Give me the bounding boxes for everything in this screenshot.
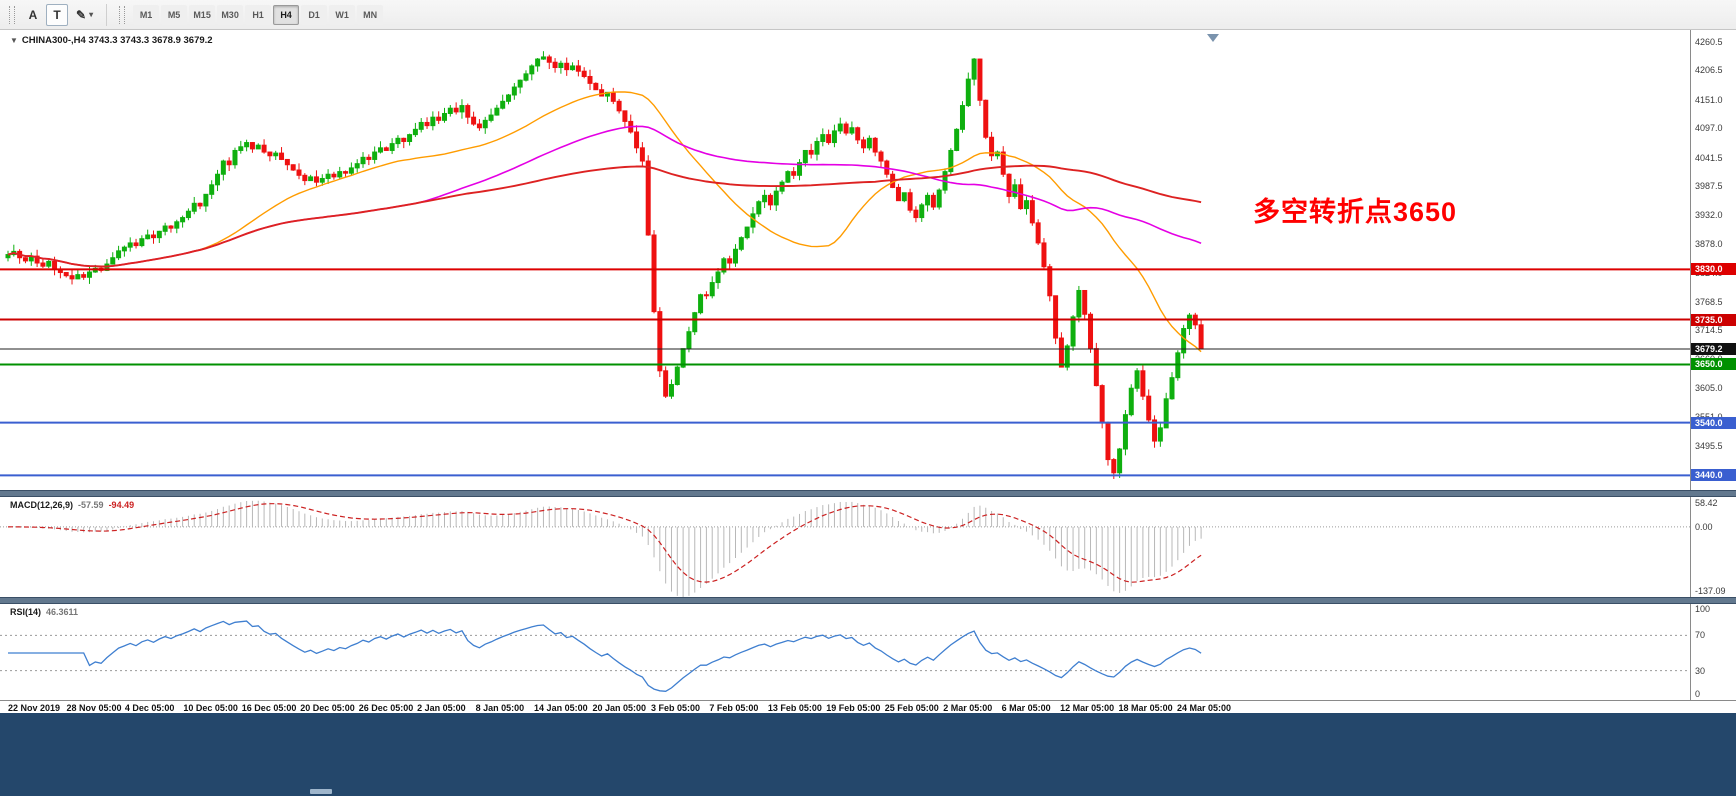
axis-tick-label: 4151.0	[1695, 94, 1723, 105]
rsi-line	[8, 620, 1202, 692]
axis-tick-label: 70	[1695, 630, 1706, 641]
time-axis-label: 2 Jan 05:00	[417, 703, 466, 713]
price-line-chip: 3735.0	[1691, 313, 1736, 326]
tf-button-mn[interactable]: MN	[357, 4, 384, 25]
tf-button-h1[interactable]: H1	[245, 4, 272, 25]
time-axis-label: 6 Mar 05:00	[1001, 703, 1051, 713]
axis-tick-label: 0	[1695, 689, 1701, 699]
time-axis-label: 19 Feb 05:00	[826, 703, 881, 713]
time-axis-label: 16 Dec 05:00	[241, 703, 297, 713]
axis-tick-label: 3932.0	[1695, 210, 1723, 221]
hlines-group[interactable]	[0, 268, 1690, 477]
axis-tick-label: 3495.5	[1695, 441, 1723, 452]
price-line-chip: 3440.0	[1691, 469, 1736, 482]
time-axis-label: 13 Feb 05:00	[767, 703, 822, 713]
chart-title: ▼ CHINA300-,H4 3743.3 3743.3 3678.9 3679…	[10, 35, 213, 46]
caret-down-icon: ▾	[89, 10, 94, 19]
time-axis-label: 4 Dec 05:00	[124, 703, 175, 713]
time-axis-label: 18 Mar 05:00	[1118, 703, 1173, 713]
time-axis-label: 20 Jan 05:00	[592, 703, 647, 713]
rsi-panel: RSI(14) 46.3611 100 70 30 0	[0, 604, 1736, 700]
macd-signal-value: -94.49	[108, 500, 135, 510]
chart-dropdown-icon[interactable]: ▼	[10, 36, 18, 45]
time-axis-label: 3 Feb 05:00	[650, 703, 700, 713]
tf-button-m30[interactable]: M30	[217, 4, 244, 25]
time-axis-label: 28 Nov 05:00	[66, 703, 122, 713]
macd-signal-line	[7, 503, 1202, 583]
chart-shift-marker-icon[interactable]	[1207, 34, 1219, 42]
toolbar-divider	[106, 3, 108, 26]
rsi-value: 46.3611	[46, 607, 79, 617]
toolbar-grip-icon[interactable]	[9, 5, 15, 24]
top-toolbar: A T ✎ ▾ M1 M5 M15 M30 H1 H4 D1 W1 MN	[0, 0, 1736, 30]
axis-tick-label: 0.00	[1695, 521, 1713, 532]
tf-button-d1[interactable]: D1	[301, 4, 328, 25]
macd-panel: MACD(12,26,9) -57.59 -94.49 58.42 0.00 -137.…	[0, 497, 1736, 597]
time-axis-label: 10 Dec 05:00	[183, 703, 238, 713]
axis-tick-label: 4097.0	[1695, 123, 1723, 134]
main-chart-canvas[interactable]	[0, 30, 1690, 490]
tf-button-m5[interactable]: M5	[161, 4, 188, 25]
current-price-chip: 3679.2	[1691, 343, 1736, 356]
tf-button-m15[interactable]: M15	[189, 4, 216, 25]
rsi-label: RSI(14) 46.3611	[10, 607, 78, 617]
rsi-name: RSI(14)	[10, 607, 42, 617]
axis-tick-label: 3878.0	[1695, 238, 1723, 249]
axis-tick-label: 3987.5	[1695, 181, 1723, 192]
panel-separator[interactable]	[0, 490, 1736, 497]
time-axis-label: 7 Feb 05:00	[709, 703, 759, 713]
time-axis-label: 8 Jan 05:00	[475, 703, 525, 713]
rsi-axis[interactable]: 100 70 30 0	[1690, 604, 1736, 700]
rsi-canvas[interactable]	[0, 604, 1690, 700]
time-axis[interactable]: 22 Nov 2019 28 Nov 05:00 4 Dec 05:00 10 Dec…	[0, 700, 1736, 713]
macd-name: MACD(12,26,9)	[10, 500, 74, 510]
time-axis-label: 26 Dec 05:00	[358, 703, 414, 713]
macd-histogram	[13, 500, 1202, 597]
macd-axis[interactable]: 58.42 0.00 -137.09	[1690, 497, 1736, 597]
timeframe-grip-icon[interactable]	[119, 5, 126, 24]
tf-button-w1[interactable]: W1	[329, 4, 356, 25]
macd-canvas[interactable]	[0, 497, 1690, 597]
time-axis-label: 24 Mar 05:00	[1177, 703, 1232, 713]
axis-tick-label: 4041.5	[1695, 152, 1723, 163]
time-axis-label: 14 Jan 05:00	[534, 703, 588, 713]
axis-tick-label: 4206.5	[1695, 65, 1723, 76]
tf-button-h4[interactable]: H4	[273, 4, 300, 25]
time-axis-label: 25 Feb 05:00	[884, 703, 939, 713]
axis-tick-label: 100	[1695, 604, 1711, 614]
axis-tick-label: 3768.5	[1695, 296, 1723, 307]
taskbar-item[interactable]	[310, 789, 332, 794]
pencil-icon: ✎	[76, 7, 87, 22]
panel-separator[interactable]	[0, 597, 1736, 604]
axis-tick-label: 30	[1695, 665, 1706, 676]
chart-annotation-text[interactable]: 多空转折点3650	[1253, 197, 1458, 227]
bottom-bar	[0, 713, 1736, 796]
font-tool-button[interactable]: A	[22, 4, 44, 26]
time-axis-label: 22 Nov 2019	[8, 703, 61, 713]
tf-button-m1[interactable]: M1	[133, 4, 160, 25]
axis-tick-label: -137.09	[1695, 586, 1726, 596]
axis-tick-label: 4260.5	[1695, 36, 1723, 47]
ma-lines-group	[7, 91, 1202, 353]
price-line-chip: 3830.0	[1691, 263, 1736, 276]
macd-value: -57.59	[78, 500, 104, 510]
time-axis-label: 2 Mar 05:00	[943, 703, 993, 713]
main-chart-panel: ▼ CHINA300-,H4 3743.3 3743.3 3678.9 3679…	[0, 30, 1736, 490]
text-tool-button[interactable]: T	[46, 3, 68, 26]
time-axis-label: 20 Dec 05:00	[300, 703, 355, 713]
price-line-chip: 3540.0	[1691, 416, 1736, 429]
price-line-chip: 3650.0	[1691, 358, 1736, 371]
time-axis-label: 12 Mar 05:00	[1060, 703, 1115, 713]
draw-tool-button[interactable]: ✎ ▾	[70, 4, 99, 26]
price-axis[interactable]: 4260.5 4206.5 4151.0 4097.0 4041.5 3987.5 3932…	[1690, 30, 1736, 490]
timeframe-toolbar: M1 M5 M15 M30 H1 H4 D1 W1 MN	[132, 4, 384, 25]
candles-group	[5, 51, 1204, 479]
macd-label: MACD(12,26,9) -57.59 -94.49	[10, 500, 134, 510]
axis-tick-label: 3714.5	[1695, 325, 1723, 336]
axis-tick-label: 58.42	[1695, 498, 1718, 508]
axis-tick-label: 3605.0	[1695, 383, 1723, 394]
chart-title-text: CHINA300-,H4 3743.3 3743.3 3678.9 3679.2	[21, 35, 213, 46]
